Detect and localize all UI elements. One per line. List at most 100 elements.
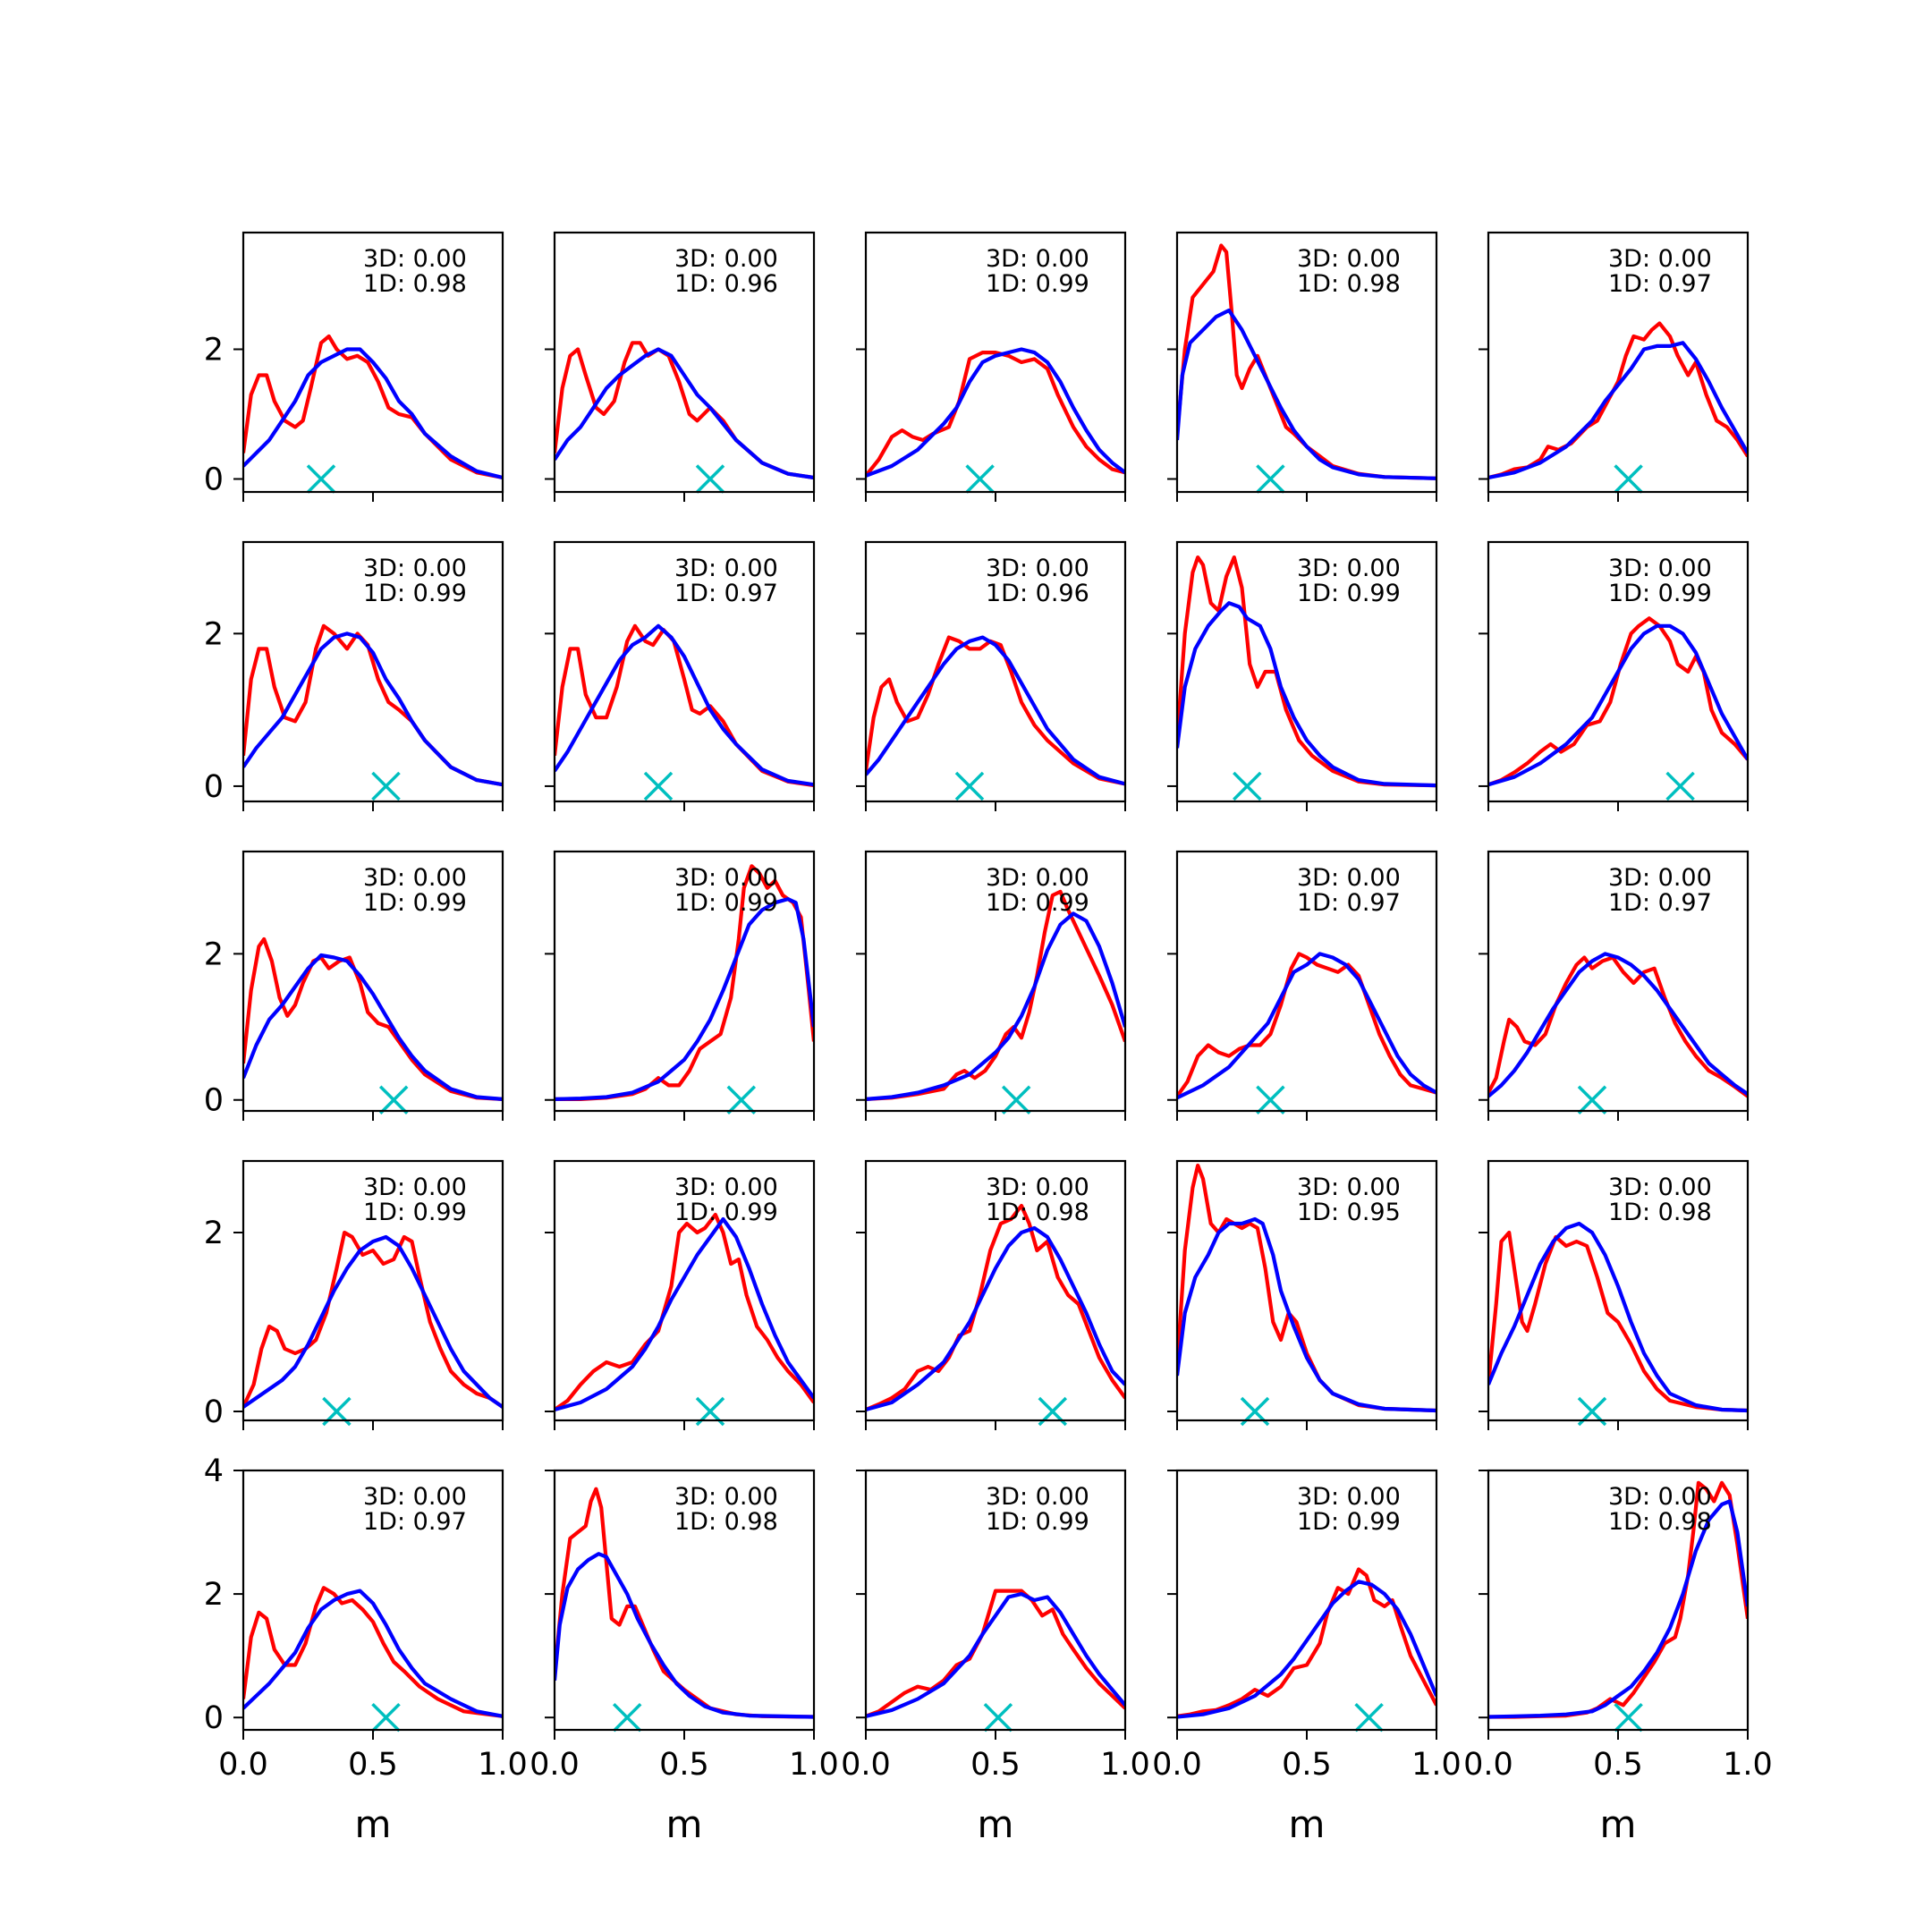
blue-series-line — [866, 911, 1125, 1101]
red-series-line — [866, 1203, 1125, 1411]
blue-series-line — [555, 897, 814, 1101]
blue-series-line — [555, 347, 814, 480]
cross-marker — [643, 771, 674, 801]
y-tick-label: 0 — [204, 769, 224, 805]
x-tick-label: 0.0 — [1463, 1747, 1513, 1783]
x-axis-label: m — [978, 1802, 1014, 1846]
annotation-3d: 3D: 0.00 — [674, 555, 778, 582]
cross-marker — [612, 1702, 642, 1733]
blue-series-line — [1488, 1221, 1748, 1413]
cross-marker — [1001, 1085, 1031, 1114]
red-series-line — [1488, 616, 1748, 787]
blue-series-line — [866, 1225, 1125, 1412]
annotation-3d: 3D: 0.00 — [986, 1174, 1089, 1201]
annotation-3d: 3D: 0.00 — [986, 555, 1089, 582]
annotation-3d: 3D: 0.00 — [363, 1174, 467, 1201]
x-tick-label: 1.0 — [1411, 1747, 1462, 1783]
annotation-1d: 1D: 0.96 — [986, 580, 1089, 607]
annotation-3d: 3D: 0.00 — [986, 1483, 1089, 1511]
annotation-3d: 3D: 0.00 — [674, 1483, 778, 1511]
red-series-line — [1488, 955, 1748, 1098]
y-tick-label: 2 — [204, 1216, 224, 1251]
x-tick-label: 0.0 — [1152, 1747, 1202, 1783]
annotation-1d: 1D: 0.99 — [986, 270, 1089, 298]
y-tick-label: 0 — [204, 1700, 224, 1736]
annotation-1d: 1D: 0.97 — [1608, 889, 1712, 917]
blue-series-line — [866, 1592, 1125, 1718]
annotation-3d: 3D: 0.00 — [674, 245, 778, 273]
cross-marker — [695, 464, 725, 494]
red-series-line — [243, 1586, 503, 1718]
cross-marker — [1233, 771, 1262, 801]
annotation-3d: 3D: 0.00 — [986, 864, 1089, 892]
x-tick-label: 1.0 — [1723, 1747, 1773, 1783]
red-series-line — [866, 635, 1125, 786]
blue-series-line — [1177, 1216, 1436, 1413]
blue-series-line — [555, 1552, 814, 1719]
x-tick-label: 0.5 — [659, 1747, 709, 1783]
blue-series-line — [243, 953, 503, 1101]
annotation-1d: 1D: 0.98 — [1608, 1508, 1712, 1536]
x-axis-label: m — [1600, 1802, 1637, 1846]
blue-series-line — [1177, 601, 1436, 788]
x-axis-label: m — [1289, 1802, 1326, 1846]
annotation-1d: 1D: 0.97 — [363, 1508, 467, 1536]
red-series-line — [1177, 952, 1436, 1097]
red-series-line — [243, 334, 503, 480]
red-series-line — [866, 889, 1125, 1101]
x-tick-label: 1.0 — [478, 1747, 528, 1783]
annotation-3d: 3D: 0.00 — [1297, 1174, 1401, 1201]
blue-series-line — [1177, 1580, 1436, 1719]
annotation-3d: 3D: 0.00 — [363, 864, 467, 892]
annotation-1d: 1D: 0.99 — [1297, 580, 1401, 607]
y-tick-label: 0 — [204, 1394, 224, 1430]
cross-marker — [1614, 464, 1643, 494]
annotation-1d: 1D: 0.99 — [363, 889, 467, 917]
cross-marker — [1256, 464, 1285, 494]
y-tick-label: 4 — [204, 1453, 224, 1489]
blue-series-line — [1177, 308, 1436, 480]
cross-marker — [1665, 771, 1695, 801]
x-tick-label: 0.0 — [841, 1747, 891, 1783]
blue-series-line — [866, 635, 1125, 786]
cross-marker — [726, 1085, 757, 1114]
x-axis-label: m — [355, 1802, 392, 1846]
annotation-3d: 3D: 0.00 — [1608, 864, 1712, 892]
annotation-3d: 3D: 0.00 — [1608, 1483, 1712, 1511]
red-series-line — [555, 1212, 814, 1411]
blue-series-line — [1177, 952, 1436, 1100]
blue-series-line — [1488, 623, 1748, 787]
annotation-3d: 3D: 0.00 — [1297, 245, 1401, 273]
blue-series-line — [243, 1234, 503, 1409]
annotation-3d: 3D: 0.00 — [1608, 1174, 1712, 1201]
cross-marker — [378, 1085, 409, 1114]
annotation-3d: 3D: 0.00 — [986, 245, 1089, 273]
annotation-1d: 1D: 0.96 — [674, 270, 778, 298]
red-series-line — [243, 1230, 503, 1409]
annotation-1d: 1D: 0.97 — [1297, 889, 1401, 917]
blue-series-line — [243, 347, 503, 480]
blue-series-line — [1488, 952, 1748, 1098]
red-series-line — [243, 936, 503, 1101]
red-series-line — [555, 623, 814, 788]
red-series-line — [1488, 1230, 1748, 1413]
cross-marker — [1577, 1085, 1607, 1114]
y-tick-label: 2 — [204, 333, 224, 369]
cross-marker — [1256, 1085, 1285, 1114]
annotation-1d: 1D: 0.98 — [986, 1199, 1089, 1226]
